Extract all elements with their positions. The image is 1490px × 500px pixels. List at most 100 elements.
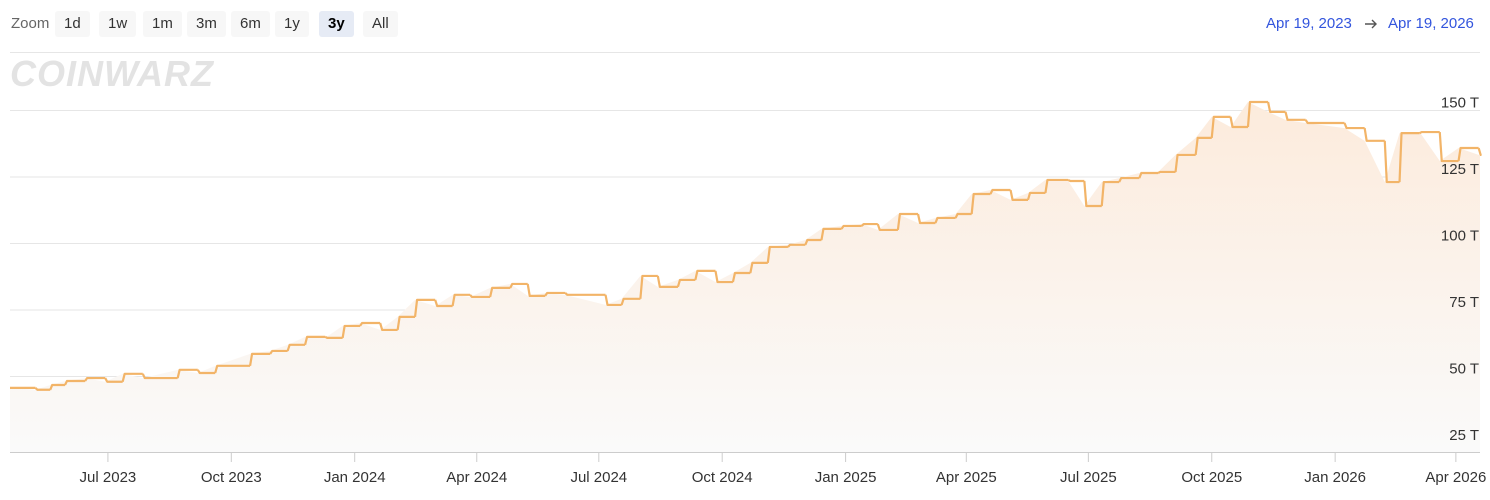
line-step (896, 212, 919, 231)
line-step (1083, 180, 1102, 208)
zoom-button[interactable]: 1w (99, 11, 137, 37)
line-step (1229, 116, 1248, 129)
line-step (820, 227, 842, 241)
line-step (731, 271, 751, 283)
line-step (396, 315, 416, 331)
y-tick-label: 25 T (1449, 427, 1479, 444)
line-step (196, 369, 216, 375)
arrow-icon (1365, 19, 1377, 29)
line-step (544, 291, 566, 297)
x-tick-label: Jan 2026 (1304, 469, 1366, 486)
line-step (304, 335, 326, 346)
y-tick-label: 100 T (1441, 227, 1479, 244)
zoom-button[interactable]: All (363, 11, 398, 37)
zoom-button[interactable]: 3y (319, 11, 354, 37)
line-step (970, 192, 991, 215)
line-step (1009, 189, 1028, 201)
line-step (749, 261, 768, 274)
line-step (34, 387, 51, 391)
line-step (766, 245, 788, 264)
line-step (451, 293, 471, 307)
line-step (604, 294, 622, 307)
zoom-button[interactable]: 3m (187, 11, 226, 37)
x-tick-label: Oct 2025 (1181, 469, 1242, 486)
x-tick-label: Apr 2024 (446, 469, 507, 486)
line-step (324, 335, 343, 340)
line-step (714, 270, 733, 284)
line-step (1026, 191, 1046, 201)
logo: COINWARZ (10, 53, 215, 94)
line-step (413, 298, 436, 318)
line-step (1363, 127, 1385, 142)
line-step (526, 283, 546, 297)
line-step (656, 275, 678, 288)
line-step (434, 299, 453, 308)
line-step (1067, 178, 1085, 183)
x-tick-label: Oct 2023 (201, 469, 262, 486)
line-step (286, 343, 306, 352)
line-step (379, 322, 398, 332)
x-tick-label: Jul 2025 (1060, 469, 1117, 486)
line-step (1210, 115, 1231, 139)
line-step (1044, 178, 1069, 194)
toolbar: Zoom 1d 1w 1m 3m 6m 1y 3y All Apr 19, 2023 Apr … (0, 0, 1490, 48)
line-step (359, 321, 381, 327)
line-step (676, 278, 696, 288)
line-step (787, 243, 806, 248)
line-step (954, 212, 972, 219)
line-step (564, 292, 606, 296)
line-step (876, 223, 898, 232)
range-start[interactable]: Apr 19, 2023 (1266, 15, 1352, 32)
line-step (1194, 136, 1212, 156)
zoom-button[interactable]: 1y (275, 11, 309, 37)
zoom-label: Zoom (11, 15, 50, 32)
x-tick-label: Jul 2024 (570, 469, 627, 486)
x-tick-label: Jan 2024 (324, 469, 386, 486)
line-step (989, 188, 1011, 195)
y-tick-label: 125 T (1441, 161, 1479, 178)
x-tick-label: Apr 2026 (1425, 469, 1486, 486)
zoom-button[interactable]: 1m (143, 11, 182, 37)
line-step (1398, 132, 1420, 183)
line-step (1284, 111, 1306, 121)
line-step (269, 349, 288, 355)
line-step (1419, 130, 1440, 135)
line-step (639, 274, 658, 299)
line-step (104, 377, 123, 383)
line-step (141, 373, 178, 380)
line-step (916, 213, 936, 225)
range-end[interactable]: Apr 19, 2026 (1388, 15, 1474, 32)
y-tick-label: 50 T (1449, 360, 1479, 377)
line-step (1157, 170, 1176, 174)
x-tick-label: Jul 2023 (80, 469, 137, 486)
line-step (1438, 131, 1459, 163)
line-step (1174, 153, 1196, 173)
x-tick-label: Jan 2025 (815, 469, 877, 486)
line-step (176, 368, 198, 379)
zoom-button[interactable]: 6m (231, 11, 270, 37)
line-step (804, 238, 822, 246)
line-step (489, 286, 511, 298)
line-step (934, 216, 956, 224)
x-tick-label: Oct 2024 (692, 469, 753, 486)
line-step (84, 376, 106, 382)
y-tick-label: 75 T (1449, 294, 1479, 311)
area (10, 102, 1480, 452)
line-step (840, 224, 862, 230)
line-step (694, 269, 716, 281)
line-step (248, 352, 271, 367)
line-step (214, 364, 251, 374)
line-step (1267, 101, 1286, 113)
line-step (341, 324, 361, 339)
line-step (1100, 180, 1120, 207)
line-step (1304, 119, 1345, 125)
line-step (1457, 146, 1479, 162)
zoom-button[interactable]: 1d (55, 11, 90, 37)
line-step (860, 222, 878, 227)
line-step (509, 282, 528, 289)
y-tick-label: 150 T (1441, 94, 1479, 111)
line-step (1246, 100, 1269, 128)
line-step (620, 297, 641, 306)
